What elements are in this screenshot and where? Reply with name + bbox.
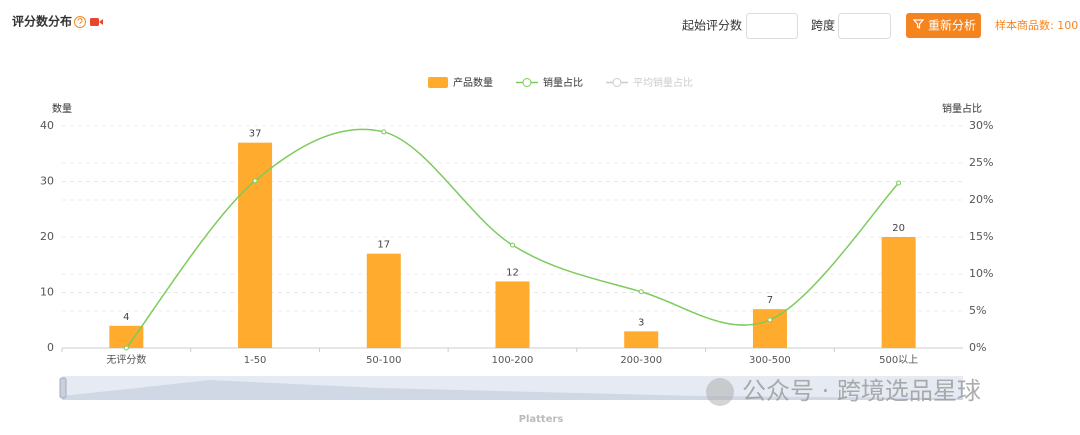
line-point	[252, 178, 258, 184]
span-input[interactable]	[838, 13, 891, 39]
video-icon[interactable]	[90, 18, 99, 26]
y2-tick-label: 15%	[969, 230, 993, 243]
y-tick-label: 20	[40, 230, 54, 243]
x-tick-label: 500以上	[879, 354, 918, 366]
filter-icon	[912, 19, 925, 29]
x-tick-label: 100-200	[492, 355, 534, 366]
bar-value-label: 17	[377, 240, 390, 251]
help-mark	[77, 18, 83, 26]
zoom-label: Platters	[519, 414, 564, 425]
y-axis-label: 数量	[52, 102, 72, 115]
line-point	[896, 180, 902, 186]
bar	[752, 309, 787, 348]
y2-tick-label: 10%	[969, 267, 993, 280]
line-point	[510, 242, 515, 248]
legend-swatch-dot	[612, 78, 622, 87]
line-point	[767, 317, 773, 323]
y2-tick-label: 25%	[969, 156, 993, 169]
video-icon-tip	[99, 19, 103, 25]
legend-swatch-dot	[522, 78, 532, 87]
bar	[881, 237, 916, 348]
x-tick-label: 200-300	[620, 355, 662, 366]
legend-swatch	[428, 77, 448, 88]
y2-axis-label: 销量占比	[942, 102, 982, 115]
bar-value-label: 4	[123, 312, 129, 323]
reanalyze-button[interactable]	[906, 13, 981, 38]
line-point	[638, 289, 644, 295]
y-tick-label: 10	[40, 286, 54, 299]
legend-label: 销量占比	[543, 76, 583, 89]
bar	[238, 142, 273, 348]
watermark: 公众号 · 跨境选品星球	[742, 377, 981, 405]
bar-value-label: 7	[767, 295, 773, 306]
bar-value-label: 37	[249, 129, 262, 140]
title: 评分数分布	[12, 14, 72, 29]
bar	[495, 281, 530, 348]
x-tick-label: 300-500	[749, 355, 791, 366]
y2-tick-label: 5%	[969, 304, 986, 317]
zoom-handle[interactable]	[59, 377, 67, 399]
y-tick-label: 0	[47, 341, 54, 354]
help-icon[interactable]	[74, 16, 86, 28]
bar	[624, 331, 659, 348]
y2-tick-label: 0%	[969, 341, 986, 354]
legend-label: 平均销量占比	[633, 76, 693, 89]
bar-value-label: 3	[638, 317, 644, 328]
x-tick-label: 50-100	[366, 355, 401, 366]
start-input[interactable]	[746, 13, 798, 39]
y2-tick-label: 30%	[969, 119, 993, 132]
y-tick-label: 30	[40, 175, 54, 188]
y-tick-label: 40	[40, 119, 54, 132]
bar-value-label: 12	[506, 267, 519, 278]
watermark-icon	[706, 378, 734, 406]
line-point	[123, 345, 129, 351]
sample-count: 样本商品数: 100	[995, 18, 1078, 32]
x-tick-label: 1-50	[244, 355, 267, 366]
bar	[366, 253, 401, 348]
span-label: 跨度	[811, 18, 835, 33]
button-label: 重新分析	[928, 18, 976, 33]
y2-tick-label: 20%	[969, 193, 993, 206]
start-label: 起始评分数	[682, 18, 742, 33]
bar	[109, 325, 144, 348]
line-point	[381, 129, 387, 135]
zoom-preview	[62, 380, 963, 400]
x-tick-label: 无评分数	[106, 353, 146, 366]
bar-value-label: 20	[892, 223, 905, 234]
legend-label: 产品数量	[453, 76, 493, 89]
